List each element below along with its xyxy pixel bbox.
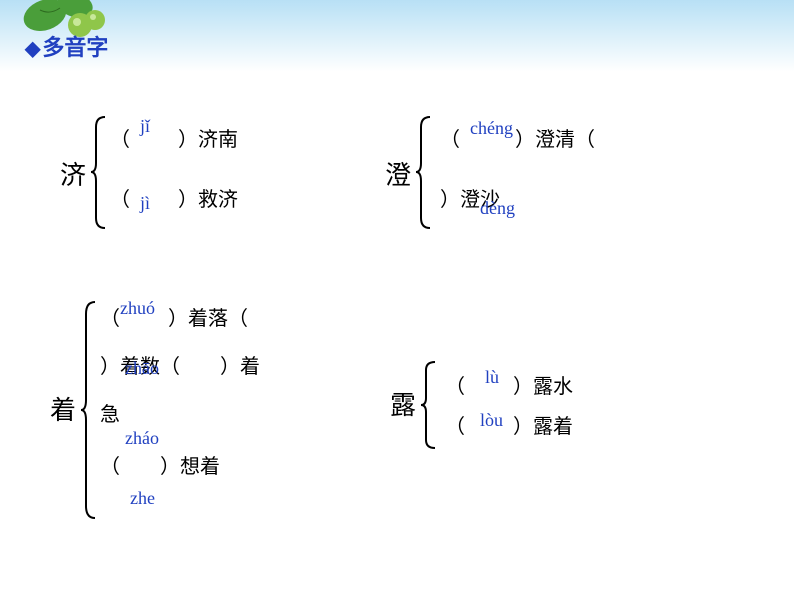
bracket-lu <box>420 360 440 450</box>
pinyin-zhuo-2: zhāo <box>125 358 159 379</box>
diamond-icon: ◆ <box>25 38 40 60</box>
pinyin-cheng-1: chéng <box>470 118 513 139</box>
page-title: ◆多音字 <box>25 30 108 62</box>
bracket-ji <box>90 115 110 230</box>
char-ji: 济 <box>60 155 86 192</box>
char-lu: 露 <box>390 385 416 422</box>
pinyin-zhuo-3: zháo <box>125 428 159 449</box>
entry-zhuo-4: （ ）想着 <box>100 450 220 479</box>
char-cheng: 澄 <box>385 155 411 192</box>
entry-cheng-1: （）澄清（ <box>440 123 595 152</box>
pinyin-zhuo-1: zhuó <box>120 298 155 319</box>
bracket-zhuo <box>80 300 100 520</box>
entry-lu-1: （）露水 <box>445 370 573 399</box>
pinyin-lu-2: lòu <box>480 410 503 431</box>
bracket-cheng <box>415 115 435 230</box>
pinyin-cheng-2: dèng <box>480 198 515 219</box>
char-zhuo: 着 <box>50 390 76 427</box>
entry-ji-1: （）济南 <box>110 123 238 152</box>
entry-zhuo-2: ）着数（ ）着 <box>100 350 260 379</box>
title-text: 多音字 <box>42 35 108 60</box>
entry-lu-2: （）露着 <box>445 410 573 439</box>
entry-zhuo-3: 急 <box>100 398 120 427</box>
pinyin-ji-1: jǐ <box>140 116 150 137</box>
pinyin-lu-1: lù <box>485 367 499 388</box>
pinyin-ji-2: jì <box>140 193 150 214</box>
entry-ji-2: （）救济 <box>110 183 238 212</box>
pinyin-zhuo-4: zhe <box>130 488 155 509</box>
